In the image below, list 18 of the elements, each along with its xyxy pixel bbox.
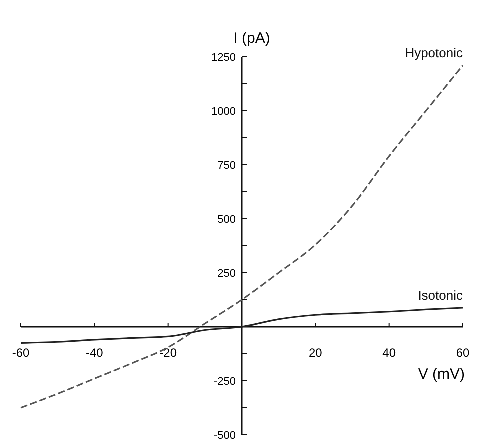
- y-tick-label: 250: [218, 268, 236, 280]
- y-tick-label: -500: [214, 430, 236, 441]
- series-label: Isotonic: [418, 288, 464, 303]
- y-tick-label: 500: [218, 214, 236, 226]
- y-tick-label: 1250: [212, 52, 236, 64]
- x-tick-label: -20: [160, 346, 178, 360]
- x-tick-label: -40: [86, 346, 104, 360]
- line-series: [20, 307, 464, 344]
- y-tick-label: 750: [218, 160, 236, 172]
- x-tick-label: -60: [12, 346, 30, 360]
- y-tick-label: -250: [214, 376, 236, 388]
- series-label: Hypotonic: [405, 46, 464, 61]
- x-axis-title: V (mV): [418, 366, 465, 383]
- y-tick-label: 1000: [212, 106, 236, 118]
- y-axis-title: I (pA): [234, 30, 270, 47]
- x-tick-label: 20: [308, 346, 323, 360]
- x-tick-label: 60: [456, 346, 470, 360]
- x-tick-label: 40: [382, 346, 396, 360]
